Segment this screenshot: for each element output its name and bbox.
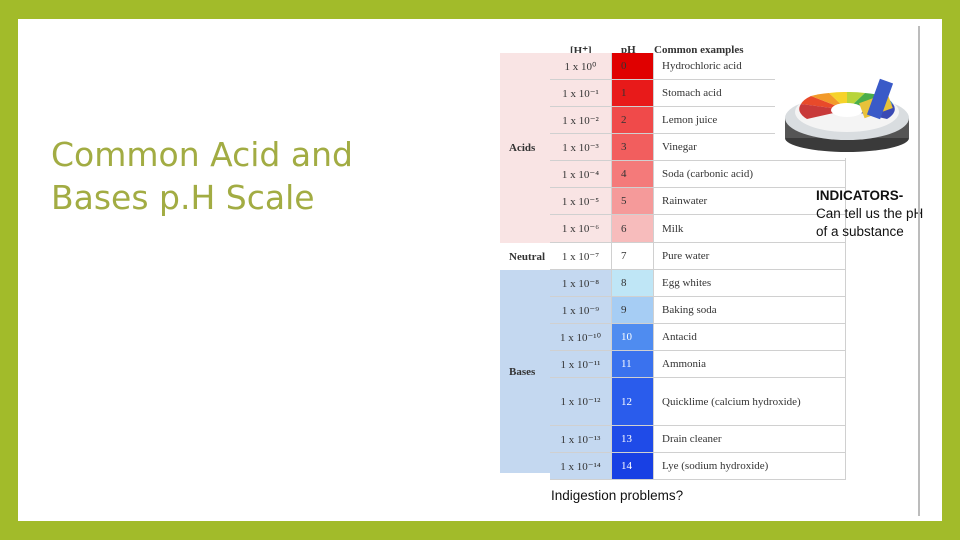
h-ion-cell: 1 x 10⁰ bbox=[550, 53, 612, 80]
example-cell: Egg whites bbox=[654, 270, 846, 297]
figure-divider-line bbox=[918, 26, 920, 516]
example-cell: Soda (carbonic acid) bbox=[654, 161, 846, 188]
table-row: 1 x 10⁻¹ 1 Stomach acid bbox=[550, 80, 846, 107]
indigestion-question: Indigestion problems? bbox=[551, 488, 684, 503]
header-common-examples: Common examples bbox=[654, 44, 744, 56]
neutral-group-label: Neutral bbox=[500, 243, 550, 270]
example-cell: Lye (sodium hydroxide) bbox=[654, 453, 846, 480]
ph-value-cell: 6 bbox=[612, 215, 654, 243]
example-cell: Rainwater bbox=[654, 188, 846, 215]
acids-group-label: Acids bbox=[500, 53, 550, 243]
table-row: 1 x 10⁻¹¹ 11 Ammonia bbox=[550, 351, 846, 378]
ph-value-cell: 12 bbox=[612, 378, 654, 426]
ph-value-cell: 9 bbox=[612, 297, 654, 324]
h-ion-cell: 1 x 10⁻⁷ bbox=[550, 243, 612, 270]
ph-value-cell: 3 bbox=[612, 134, 654, 161]
bases-group-label: Bases bbox=[500, 270, 550, 473]
indicators-heading: INDICATORS- bbox=[816, 188, 904, 203]
table-row: 1 x 10⁻⁹ 9 Baking soda bbox=[550, 297, 846, 324]
table-row: 1 x 10⁻⁴ 4 Soda (carbonic acid) bbox=[550, 161, 846, 188]
indicators-text: Can tell us the pH of a substance bbox=[816, 206, 924, 239]
table-row: 1 x 10⁰ 0 Hydrochloric acid bbox=[550, 53, 846, 80]
h-ion-cell: 1 x 10⁻¹¹ bbox=[550, 351, 612, 378]
h-ion-cell: 1 x 10⁻⁸ bbox=[550, 270, 612, 297]
table-row: 1 x 10⁻¹² 12 Quicklime (calcium hydroxide) bbox=[550, 378, 846, 426]
ph-value-cell: 14 bbox=[612, 453, 654, 480]
table-row: 1 x 10⁻¹³ 13 Drain cleaner bbox=[550, 426, 846, 453]
h-ion-cell: 1 x 10⁻¹ bbox=[550, 80, 612, 107]
slide-title: Common Acid and Bases p.H Scale bbox=[51, 133, 381, 219]
ph-value-cell: 2 bbox=[612, 107, 654, 134]
h-ion-cell: 1 x 10⁻⁶ bbox=[550, 215, 612, 243]
ph-value-cell: 1 bbox=[612, 80, 654, 107]
table-row: 1 x 10⁻⁶ 6 Milk bbox=[550, 215, 846, 243]
ph-value-cell: 5 bbox=[612, 188, 654, 215]
table-row: 1 x 10⁻¹⁴ 14 Lye (sodium hydroxide) bbox=[550, 453, 846, 480]
example-cell: Ammonia bbox=[654, 351, 846, 378]
ph-value-cell: 4 bbox=[612, 161, 654, 188]
example-cell: Baking soda bbox=[654, 297, 846, 324]
title-line-1: Common Acid and bbox=[51, 135, 353, 174]
ph-value-cell: 11 bbox=[612, 351, 654, 378]
example-cell: Antacid bbox=[654, 324, 846, 351]
h-ion-cell: 1 x 10⁻¹³ bbox=[550, 426, 612, 453]
h-ion-cell: 1 x 10⁻⁹ bbox=[550, 297, 612, 324]
indicators-note: INDICATORS- Can tell us the pH of a subs… bbox=[816, 187, 924, 241]
ph-value-cell: 10 bbox=[612, 324, 654, 351]
h-ion-cell: 1 x 10⁻⁴ bbox=[550, 161, 612, 188]
ph-indicator-paper-dispenser-icon bbox=[775, 46, 925, 158]
title-line-2: Bases p.H Scale bbox=[51, 178, 315, 217]
example-cell: Drain cleaner bbox=[654, 426, 846, 453]
example-cell: Milk bbox=[654, 215, 846, 243]
ph-value-cell: 8 bbox=[612, 270, 654, 297]
h-ion-cell: 1 x 10⁻³ bbox=[550, 134, 612, 161]
h-ion-cell: 1 x 10⁻¹⁴ bbox=[550, 453, 612, 480]
table-row: 1 x 10⁻⁵ 5 Rainwater bbox=[550, 188, 846, 215]
slide: Common Acid and Bases p.H Scale [H⁺] pH … bbox=[18, 19, 942, 521]
h-ion-cell: 1 x 10⁻¹⁰ bbox=[550, 324, 612, 351]
table-row: 1 x 10⁻¹⁰ 10 Antacid bbox=[550, 324, 846, 351]
table-row: 1 x 10⁻⁸ 8 Egg whites bbox=[550, 270, 846, 297]
ph-value-cell: 7 bbox=[612, 243, 654, 270]
h-ion-cell: 1 x 10⁻⁵ bbox=[550, 188, 612, 215]
h-ion-cell: 1 x 10⁻¹² bbox=[550, 378, 612, 426]
example-cell: Pure water bbox=[654, 243, 846, 270]
table-row: 1 x 10⁻³ 3 Vinegar bbox=[550, 134, 846, 161]
ph-value-cell: 13 bbox=[612, 426, 654, 453]
h-ion-cell: 1 x 10⁻² bbox=[550, 107, 612, 134]
example-cell: Quicklime (calcium hydroxide) bbox=[654, 378, 846, 426]
table-row: 1 x 10⁻⁷ 7 Pure water bbox=[550, 243, 846, 270]
ph-value-cell: 0 bbox=[612, 53, 654, 80]
ph-scale-figure: [H⁺] pH Common examples Acids Neutral Ba… bbox=[500, 26, 925, 516]
